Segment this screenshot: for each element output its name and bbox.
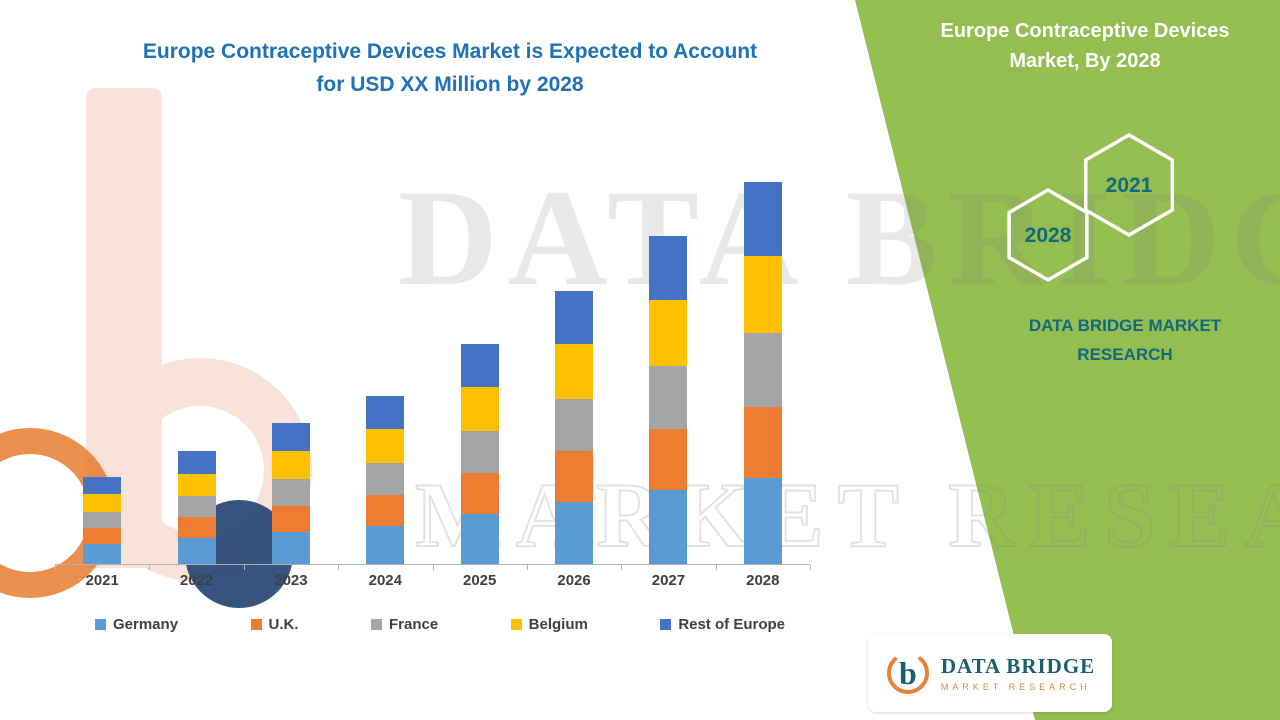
data-bridge-logo-card: b DATA BRIDGE MARKET RESEARCH	[868, 634, 1112, 712]
brand-text: DATA BRIDGE MARKET RESEARCH	[1028, 316, 1222, 364]
data-bridge-logo-icon: b	[886, 652, 929, 694]
bar-segment-france	[460, 431, 499, 473]
legend-swatch	[370, 619, 382, 630]
bar-segment-u-k-	[271, 506, 310, 532]
axis-tick	[526, 565, 528, 570]
legend-label: Germany	[113, 616, 179, 633]
bar-segment-france	[555, 399, 594, 451]
bar-segment-rest-of-europe	[177, 451, 216, 474]
hexagon-2021-icon	[1083, 132, 1175, 238]
x-axis-label-2024: 2024	[368, 572, 402, 589]
bar-segment-belgium	[177, 474, 216, 496]
bar-segment-germany	[366, 526, 405, 564]
bar-segment-rest-of-europe	[555, 291, 594, 344]
legend-label: Belgium	[528, 616, 588, 633]
year-hexagons-icon	[1007, 132, 1175, 283]
bar-segment-u-k-	[177, 517, 216, 538]
bar-segment-belgium	[460, 387, 499, 431]
bar-segment-belgium	[649, 300, 688, 366]
x-axis-label-2026: 2026	[557, 572, 591, 589]
axis-tick	[338, 565, 340, 570]
bar-segment-france	[743, 333, 782, 407]
logo-text-block: DATA BRIDGE MARKET RESEARCH	[941, 654, 1095, 692]
page-title-line2: for USD XX Million by 2028	[316, 72, 584, 96]
axis-tick	[621, 565, 623, 570]
legend-label: U.K.	[268, 616, 299, 633]
bar-segment-germany	[743, 478, 782, 564]
hexagon-label-2021: 2021	[1105, 174, 1153, 197]
bar-segment-germany	[271, 532, 310, 564]
axis-tick	[715, 565, 717, 570]
bar-segment-rest-of-europe	[743, 182, 782, 256]
axis-tick	[810, 565, 811, 570]
stacked-bar-chart	[55, 160, 811, 570]
bar-segment-u-k-	[366, 495, 405, 526]
bar-segment-belgium	[83, 494, 122, 512]
bar-segment-france	[366, 463, 405, 495]
hexagon-label-2028: 2028	[1024, 224, 1072, 247]
legend-swatch	[660, 619, 672, 630]
legend-swatch	[510, 619, 522, 630]
stacked-bar-2022	[177, 451, 216, 564]
bar-segment-france	[83, 512, 122, 528]
logo-brand-text: DATA BRIDGE	[940, 654, 1096, 678]
legend-item-france: France	[370, 616, 439, 633]
page-title-line1: Europe Contraceptive Devices Market is E…	[142, 40, 758, 63]
bar-segment-france	[271, 479, 310, 506]
axis-tick	[243, 565, 245, 570]
legend-item-germany: Germany	[95, 616, 178, 633]
bar-segment-germany	[649, 490, 688, 564]
legend-item-belgium: Belgium	[510, 616, 588, 633]
x-axis-label-2027: 2027	[651, 572, 686, 589]
legend-item-rest-of-europe: Rest of Europe	[660, 616, 785, 633]
bar-segment-rest-of-europe	[460, 344, 499, 387]
chart-legend: Germany U.K. France Belgium Rest of Europe	[95, 616, 785, 633]
bar-segment-germany	[177, 538, 216, 564]
stacked-bar-2025	[460, 344, 499, 564]
stacked-bar-2028	[743, 182, 782, 564]
bar-segment-germany	[460, 514, 499, 564]
axis-tick	[432, 565, 434, 570]
axis-tick	[55, 565, 56, 570]
legend-swatch	[95, 619, 106, 630]
legend-swatch	[250, 619, 262, 630]
bar-segment-belgium	[271, 451, 310, 479]
x-axis-label-2028: 2028	[746, 572, 780, 589]
bar-segment-u-k-	[743, 407, 782, 478]
bar-segment-rest-of-europe	[366, 396, 405, 429]
x-axis-label-2023: 2023	[274, 572, 308, 589]
stacked-bar-2027	[649, 236, 688, 564]
stacked-bar-2026	[555, 291, 594, 564]
bar-segment-belgium	[366, 429, 405, 463]
x-axis-label-2025: 2025	[463, 572, 497, 589]
bar-segment-rest-of-europe	[83, 477, 122, 494]
bar-segment-u-k-	[555, 451, 594, 502]
bar-segment-belgium	[743, 256, 782, 333]
x-axis-labels: 2021 2022 2023 2024 2025 2026 2027 2028	[55, 572, 810, 594]
side-panel-heading: Europe Contraceptive Devices Market, By …	[940, 20, 1230, 72]
bar-segment-germany	[555, 502, 594, 564]
x-axis-label-2022: 2022	[179, 572, 214, 589]
bar-segment-france	[177, 496, 216, 517]
stacked-bar-2023	[271, 423, 310, 564]
bar-segment-u-k-	[460, 473, 499, 514]
stacked-bar-2021	[83, 477, 122, 564]
x-axis-line	[55, 564, 810, 565]
legend-label: France	[388, 616, 439, 633]
axis-tick	[149, 565, 151, 570]
bar-segment-u-k-	[649, 429, 688, 490]
bar-segment-rest-of-europe	[271, 423, 310, 451]
svg-text:b: b	[899, 655, 917, 691]
logo-subtitle-text: MARKET RESEARCH	[940, 682, 1091, 692]
bar-segment-belgium	[555, 344, 594, 399]
bar-segment-germany	[83, 544, 122, 564]
stacked-bar-2024	[366, 396, 405, 564]
bar-segment-u-k-	[83, 528, 122, 544]
legend-label: Rest of Europe	[678, 616, 785, 633]
x-axis-label-2021: 2021	[85, 572, 119, 589]
legend-item-u-k-: U.K.	[250, 616, 299, 633]
bar-segment-france	[649, 366, 688, 429]
bar-segment-rest-of-europe	[649, 236, 688, 300]
page-title: Europe Contraceptive Devices Market is E…	[60, 36, 840, 101]
